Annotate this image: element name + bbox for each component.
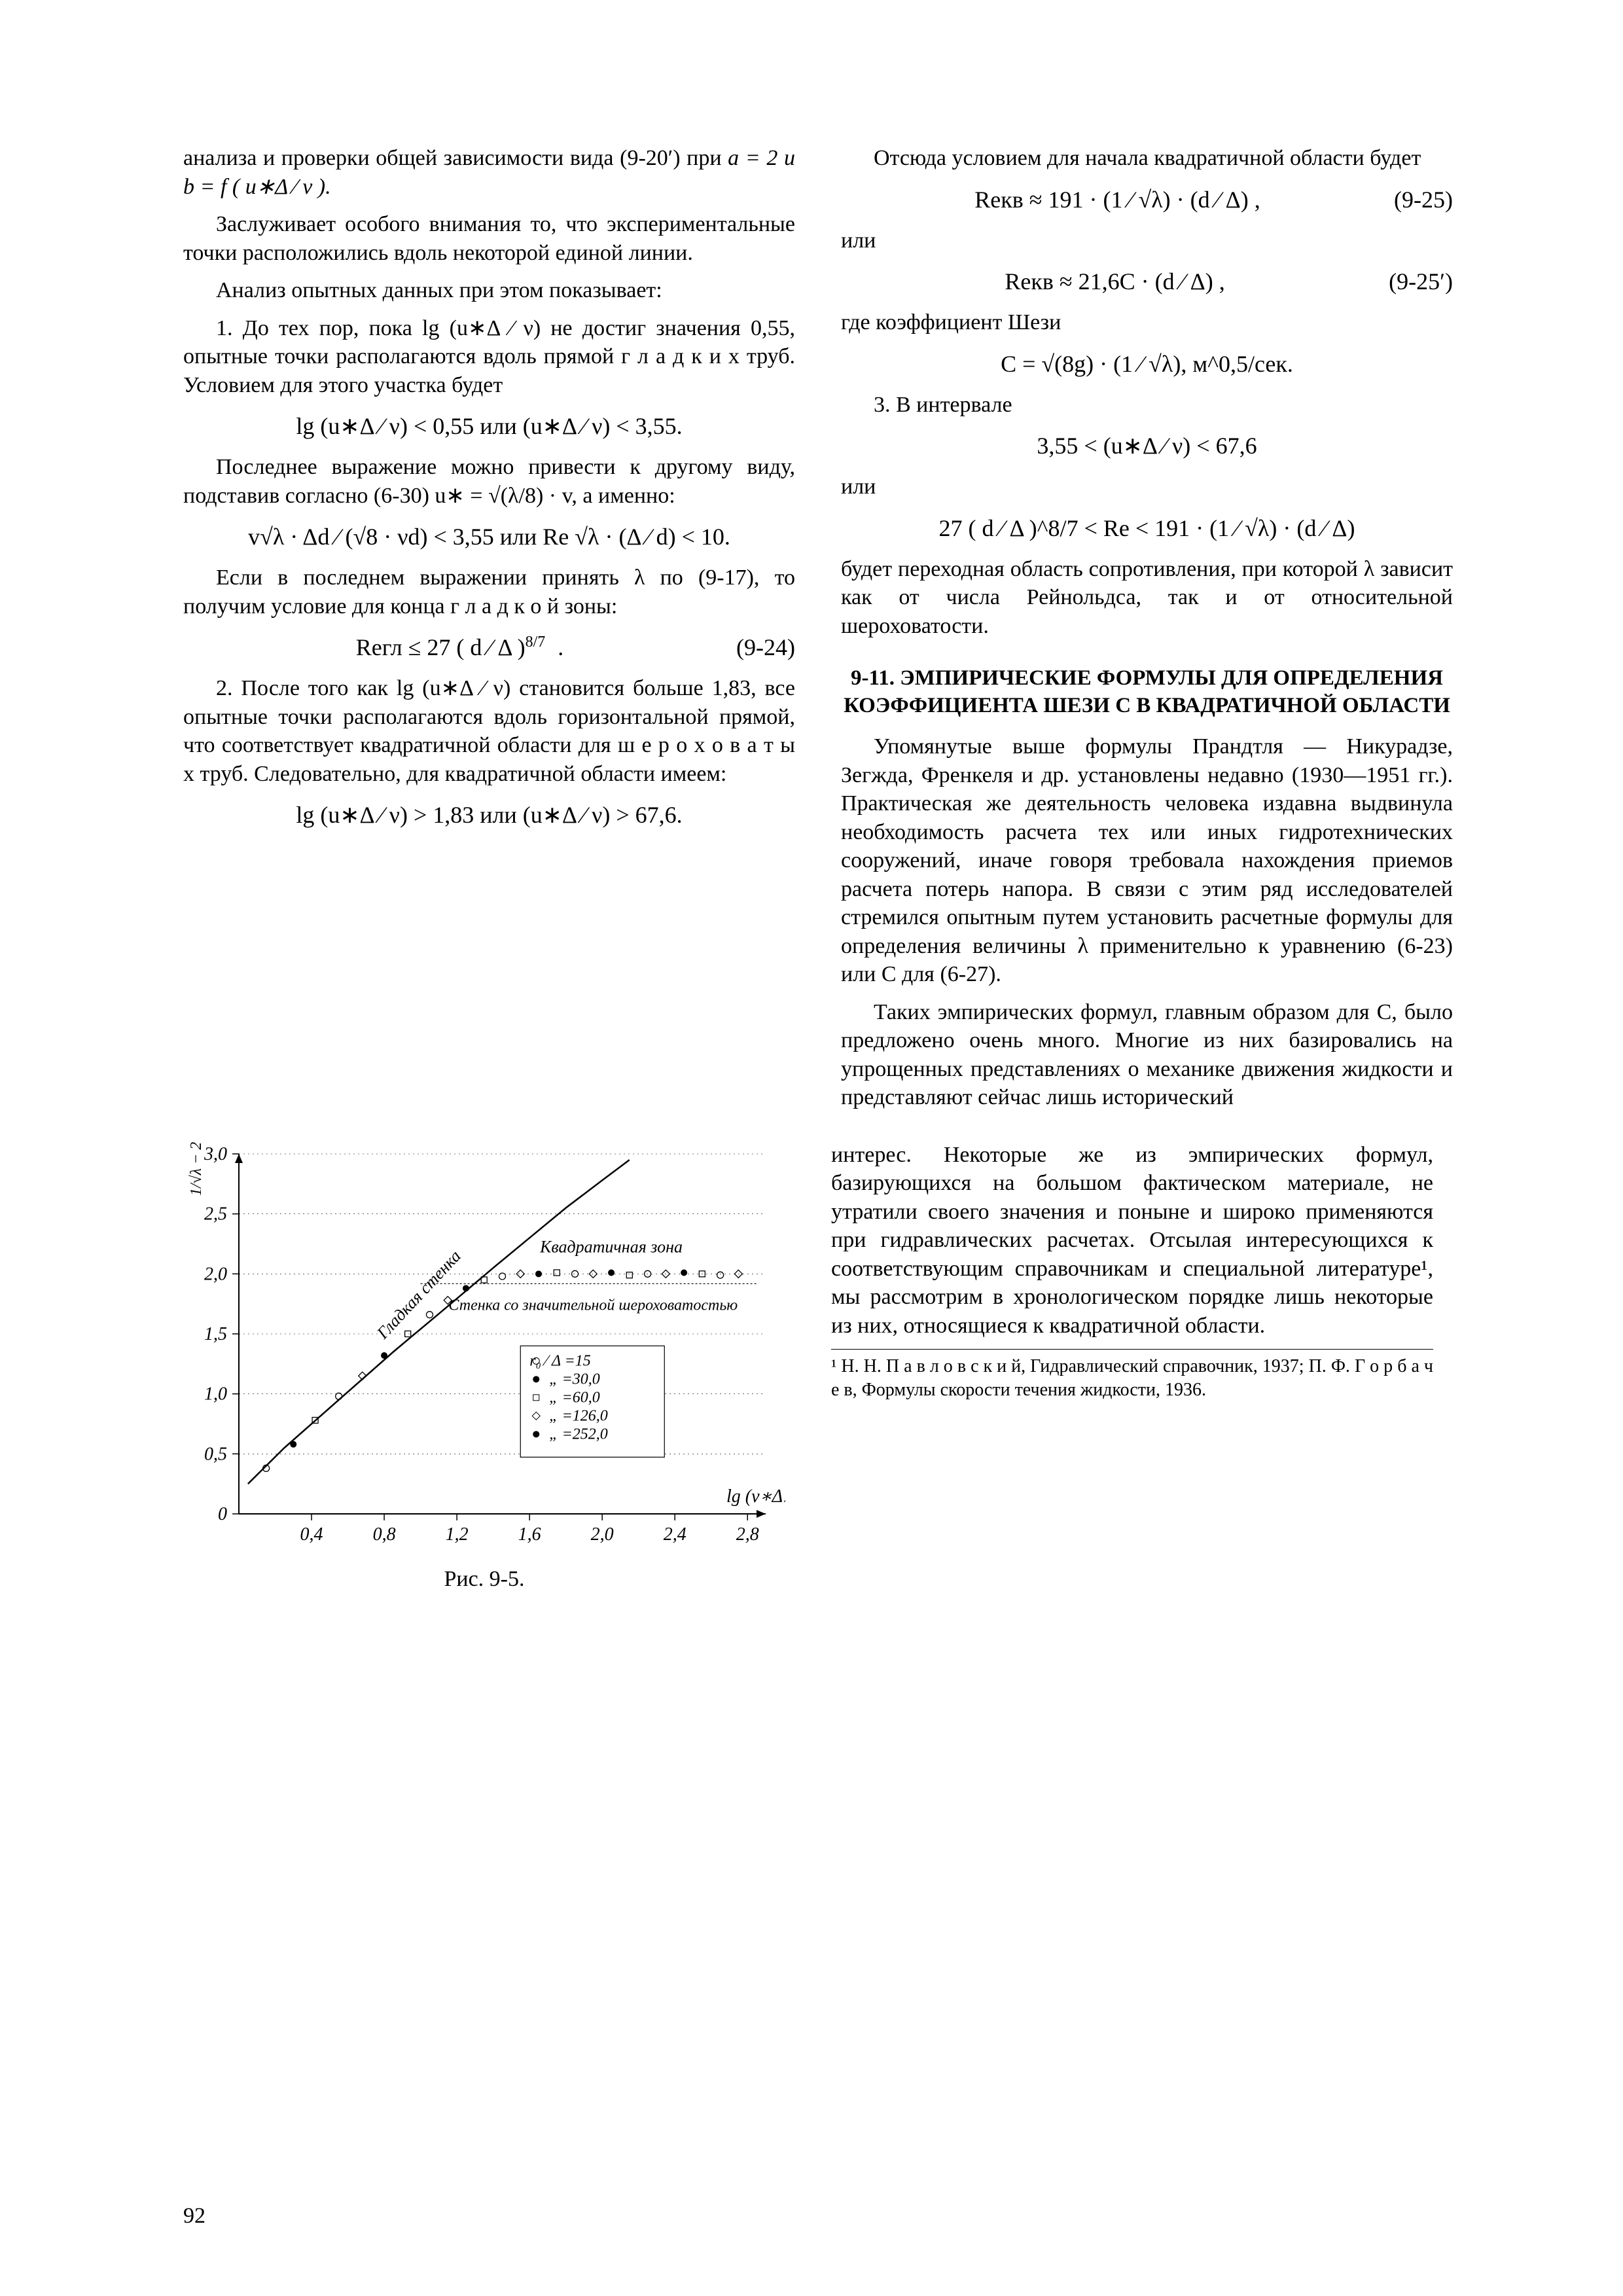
figure-9-5: 0,4 0,8 1,2 1,6 2,0 2,4 2,8 0 0,5 1,0 1,5 2,0 2,5 3,0… [183, 1141, 785, 1594]
formula-8: 3,55 < (u∗Δ ⁄ ν) < 67,6 [841, 431, 1453, 461]
p-right-3: 3. В интервале [841, 391, 1453, 420]
formula-1: lg (u∗Δ ⁄ ν) < 0,55 или (u∗Δ ⁄ ν) < 3,55… [183, 411, 795, 441]
p-left-3: Анализ опытных данных при этом показывае… [183, 276, 795, 305]
svg-text:2,0: 2,0 [204, 1264, 227, 1284]
or-1: или [841, 226, 1453, 255]
svg-text:lg (v∗Δ ⁄ ν): lg (v∗Δ ⁄ ν) [726, 1486, 785, 1507]
p-left-5b: u∗ = √(λ/8) · v, а именно: [435, 484, 675, 508]
formula-6: Reкв ≈ 21,6C · (d ⁄ Δ) , (9-25′) [841, 266, 1453, 296]
svg-text:2,0: 2,0 [591, 1524, 614, 1545]
p-right-5: Упомянутые выше формулы Прандтля — Никур… [841, 732, 1453, 989]
formula-2: v√λ · Δd ⁄ (√8 · νd) < 3,55 или Re √λ · … [183, 522, 795, 552]
svg-text:2,5: 2,5 [204, 1204, 227, 1224]
svg-text:r₀ ⁄ Δ =15: r₀ ⁄ Δ =15 [529, 1352, 591, 1369]
svg-text:1,5: 1,5 [204, 1324, 227, 1344]
p-right-7: интерес. Некоторые же из эмпирических фо… [831, 1141, 1433, 1340]
or-2: или [841, 473, 1453, 501]
formula-9: 27 ( d ⁄ Δ )^8/7 < Re < 191 · (1 ⁄ √λ) ·… [841, 513, 1453, 543]
p-right-1: Отсюда условием для начала квадратичной … [841, 144, 1453, 173]
formula-7: C = √(8g) · (1 ⁄ √λ), м^0,5/сек. [841, 349, 1453, 379]
svg-text:0,5: 0,5 [204, 1444, 227, 1464]
formula-5: Reкв ≈ 191 · (1 ⁄ √λ) · (d ⁄ Δ) , (9-25) [841, 185, 1453, 215]
p-left-6: Если в последнем выражении принять λ по … [183, 564, 795, 620]
p-right-6: Таких эмпирических формул, главным образ… [841, 998, 1453, 1112]
p-left-2: Заслуживает особого внимания то, что экс… [183, 210, 795, 267]
svg-text:„ =60,0: „ =60,0 [549, 1389, 600, 1406]
p-left-1a: анализа и проверки общей зависимости вид… [183, 146, 728, 170]
svg-text:„ =30,0: „ =30,0 [549, 1371, 600, 1388]
svg-text:„ =126,0: „ =126,0 [549, 1407, 608, 1424]
p-left-7: 2. После того как lg (u∗Δ ⁄ ν) становитс… [183, 674, 795, 788]
svg-text:0,8: 0,8 [373, 1524, 396, 1545]
svg-text:Стенка со значительной шерохов: Стенка со значительной шероховатостью [448, 1297, 738, 1314]
section-title: 9-11. ЭМПИРИЧЕСКИЕ ФОРМУЛЫ ДЛЯ ОПРЕДЕЛЕН… [841, 664, 1453, 719]
formula-4: lg (u∗Δ ⁄ ν) > 1,83 или (u∗Δ ⁄ ν) > 67,6… [183, 800, 795, 830]
svg-text:3,0: 3,0 [204, 1144, 227, 1164]
page-number: 92 [183, 2202, 205, 2231]
right-text-wrap: интерес. Некоторые же из эмпирических фо… [831, 1141, 1433, 1402]
svg-text:2,8: 2,8 [736, 1524, 759, 1545]
svg-text:Квадратичная зона: Квадратичная зона [539, 1237, 683, 1256]
svg-text:1,0: 1,0 [204, 1384, 227, 1404]
footnote: ¹ Н. Н. П а в л о в с к и й, Гидравличес… [831, 1349, 1433, 1402]
p-right-4: будет переходная область сопротивления, … [841, 555, 1453, 641]
p-right-2: где коэффициент Шези [841, 308, 1453, 337]
svg-text:1,6: 1,6 [518, 1524, 541, 1545]
svg-text:0: 0 [218, 1504, 227, 1524]
svg-text:2,4: 2,4 [664, 1524, 687, 1545]
figure-caption: Рис. 9-5. [183, 1565, 785, 1594]
p-left-4: 1. До тех пор, пока lg (u∗Δ ⁄ ν) не дост… [183, 314, 795, 400]
formula-3: Reгл ≤ 27 ( d ⁄ Δ )8/7 . (9-24) [183, 632, 795, 662]
left-column: анализа и проверки общей зависимости вид… [183, 144, 795, 1121]
svg-text:Гладкая стенка: Гладкая стенка [373, 1246, 465, 1342]
svg-text:1/√λ − 2 lg r₀/Δ: 1/√λ − 2 lg r₀/Δ [188, 1141, 205, 1196]
svg-text:0,4: 0,4 [300, 1524, 323, 1545]
svg-text:1,2: 1,2 [446, 1524, 469, 1545]
svg-text:„ =252,0: „ =252,0 [549, 1426, 608, 1443]
right-column: Отсюда условием для начала квадратичной … [841, 144, 1453, 1121]
